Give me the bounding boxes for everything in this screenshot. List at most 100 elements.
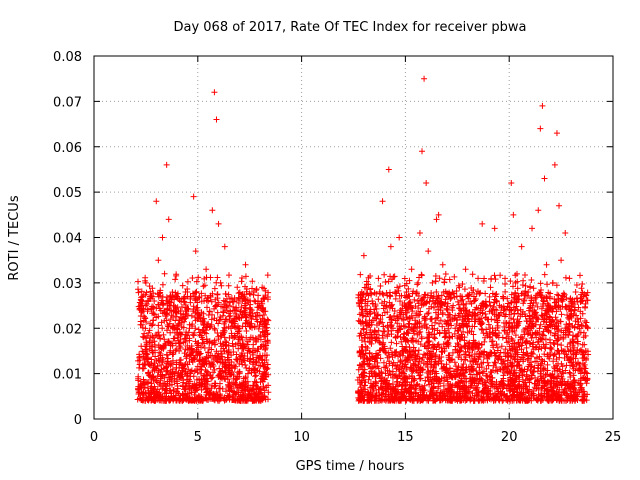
scatter-point-cloud [155,329,162,336]
scatter-point-cloud [164,367,171,374]
scatter-point-cloud [233,382,240,389]
scatter-point-cloud [145,360,152,367]
scatter-point-cloud [264,272,271,279]
scatter-point-cloud [396,351,403,358]
scatter-point-cloud [451,273,458,280]
scatter-point-cloud [181,350,188,357]
scatter-point-cloud [181,293,188,300]
scatter-point-cloud [179,282,186,289]
scatter-point-cloud [135,286,142,293]
scatter-point [541,175,548,182]
scatter-point-cloud [225,310,232,317]
scatter-point-cloud [179,367,186,374]
scatter-point-cloud [519,282,526,289]
scatter-point-cloud [191,293,198,300]
scatter-point-cloud [258,395,265,402]
scatter-point-cloud [451,368,458,375]
scatter-point-cloud [505,300,512,307]
scatter-point-cloud [239,361,246,368]
scatter-point [242,261,249,268]
scatter-point-cloud [219,312,226,319]
scatter-point-cloud [202,367,209,374]
scatter-point-cloud [248,315,255,322]
scatter-point-cloud [482,290,489,297]
scatter-point-cloud [478,360,485,367]
scatter-point-cloud [469,271,476,278]
scatter-point-cloud [163,364,170,371]
scatter-point-cloud [256,396,263,403]
scatter-point-cloud [139,365,146,372]
scatter-point-cloud [384,331,391,338]
scatter-point-cloud [243,285,250,292]
scatter-point-cloud [401,275,408,282]
scatter-point-cloud [394,333,401,340]
scatter-point-cloud [137,395,144,402]
scatter-point-cloud [195,393,202,400]
scatter-point-cloud [220,309,227,316]
scatter-point-cloud [151,367,158,374]
scatter-point-cloud [205,311,212,318]
scatter-point-cloud [148,380,155,387]
scatter-point-cloud [157,373,164,380]
scatter-point-cloud [396,283,403,290]
scatter-point-cloud [460,361,467,368]
scatter-point-cloud [138,307,145,314]
scatter-point-cloud [188,389,195,396]
scatter-point-cloud [444,317,451,324]
scatter-point-cloud [239,352,246,359]
scatter-point [421,75,428,82]
scatter-point-cloud [193,278,200,285]
scatter-point-cloud [409,308,416,315]
scatter-point-cloud [255,304,262,311]
scatter-point-cloud [575,321,582,328]
scatter-point-cloud [562,367,569,374]
scatter-point [439,261,446,268]
scatter-point-cloud [264,365,271,372]
scatter-point-cloud [575,359,582,366]
scatter-point-cloud [550,358,557,365]
scatter-point-cloud [173,325,180,332]
scatter-point-cloud [139,333,146,340]
scatter-point-cloud [249,382,256,389]
scatter-point [487,284,494,291]
scatter-point [479,220,486,227]
scatter-point-cloud [367,285,374,292]
scatter-point-cloud [149,396,156,403]
scatter-point-cloud [155,301,162,308]
y-tick-label: 0.04 [53,232,82,247]
scatter-point-cloud [422,377,429,384]
scatter-point-cloud [156,397,163,404]
scatter-point-cloud [170,308,177,315]
scatter-point-cloud [238,350,245,357]
scatter-point [510,211,517,218]
scatter-point-cloud [206,308,213,315]
scatter-point-cloud [246,290,253,297]
scatter-point-cloud [431,335,438,342]
scatter-point-cloud [541,271,548,278]
scatter-point-cloud [139,348,146,355]
scatter-point-cloud [223,304,230,311]
scatter-point-cloud [160,331,167,338]
scatter-point-cloud [229,380,236,387]
scatter-point-cloud [205,396,212,403]
scatter-point-cloud [146,372,153,379]
scatter-point-cloud [156,349,163,356]
scatter-point-cloud [196,312,203,319]
scatter-point-cloud [231,320,238,327]
scatter-point-cloud [136,353,143,360]
scatter-point-cloud [261,376,268,383]
scatter-point-cloud [143,300,150,307]
scatter-point-cloud [178,362,185,369]
scatter-point-cloud [260,384,267,391]
x-tick-label: 20 [501,430,518,445]
scatter-point-cloud [145,390,152,397]
scatter-point-cloud [200,322,207,329]
scatter-point-cloud [229,393,236,400]
scatter-point-cloud [157,287,164,294]
scatter-point-cloud [155,369,162,376]
scatter-point-cloud [230,349,237,356]
scatter-point-cloud [196,351,203,358]
scatter-point [529,225,536,232]
scatter-point-cloud [135,373,142,380]
